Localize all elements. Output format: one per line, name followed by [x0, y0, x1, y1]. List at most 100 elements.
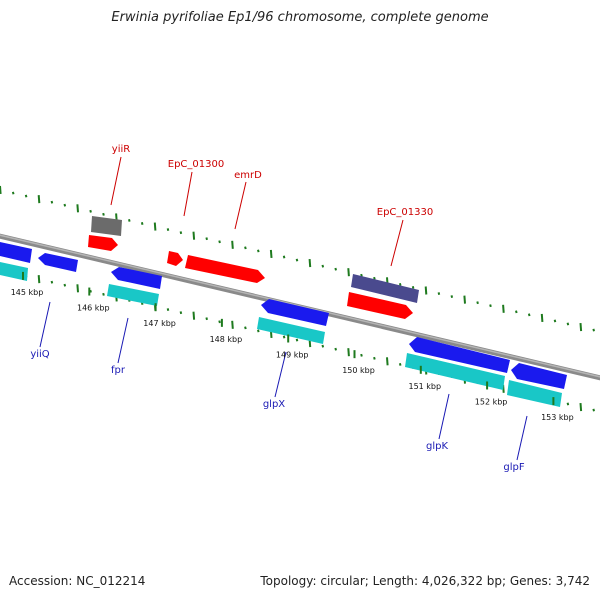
- inner-ring-tick: [566, 402, 570, 406]
- inner-ring-tick: [63, 283, 67, 287]
- outer-ring-tick: [347, 268, 350, 277]
- inner-ring-tick: [360, 353, 363, 357]
- inner-ring-tick: [218, 320, 221, 324]
- leader-EpC_01300: [183, 171, 193, 217]
- outer-ring-tick: [63, 203, 67, 207]
- chromosome-backbone-highlight: [0, 234, 600, 378]
- leader-glpF: [516, 415, 528, 461]
- inner-ring-tick: [166, 308, 170, 312]
- gene-label-yiiQ: yiiQ: [30, 349, 49, 360]
- outer-ring-tick: [437, 292, 441, 295]
- leader-yiiQ: [39, 301, 51, 348]
- inner-ring-tick: [386, 357, 389, 366]
- outer-ring-tick: [102, 212, 105, 216]
- accession-text: Accession: NC_012214: [9, 574, 146, 588]
- feature-purple-rna[interactable]: [351, 274, 419, 303]
- gene-label-yiiR: yiiR: [112, 144, 130, 155]
- gene-label-glpX: glpX: [263, 399, 285, 410]
- outer-ring-tick: [515, 310, 518, 314]
- outer-ring-tick: [153, 222, 157, 231]
- outer-ring-tick: [37, 195, 41, 204]
- outer-ring-tick: [295, 258, 299, 262]
- outer-ring-tick: [205, 237, 208, 241]
- feature-EpC_01300-cds[interactable]: [167, 251, 183, 266]
- inner-ring-tick: [231, 320, 234, 329]
- feature-yiiQ-cds[interactable]: [38, 253, 78, 272]
- outer-ring-tick: [579, 322, 583, 332]
- inner-ring-tick: [321, 344, 325, 348]
- outer-ring-tick: [179, 231, 183, 235]
- outer-ring-tick: [398, 282, 402, 286]
- feature-blue-left-cds[interactable]: [0, 242, 32, 263]
- outer-ring-tick: [540, 313, 544, 322]
- gene-label-EpC_01300: EpC_01300: [168, 159, 224, 170]
- kbp-label: 149 kbp: [276, 351, 309, 360]
- feature-glpX-cds[interactable]: [261, 299, 329, 326]
- kbp-label: 150 kbp: [342, 366, 375, 375]
- outer-ring-tick: [128, 219, 131, 222]
- feature-gray-trna[interactable]: [91, 216, 122, 236]
- gene-label-emrD: emrD: [234, 170, 262, 181]
- kbp-label: 148 kbp: [210, 335, 243, 344]
- inner-ring-tick: [398, 362, 402, 366]
- kbp-tick-group: 145 kbp 146 kbp 147 kbp 148 kbp 149 kbp 150 k…: [11, 271, 574, 422]
- outer-tick-ring: [0, 185, 595, 332]
- gene-label-EpC_01330: EpC_01330: [377, 207, 433, 218]
- outer-ring-tick: [50, 200, 54, 204]
- feature-glpF-cyan[interactable]: [507, 380, 562, 407]
- feature-glpF-cds[interactable]: [511, 363, 567, 389]
- inner-ring-tick: [37, 275, 41, 284]
- inner-ring-tick: [334, 347, 337, 351]
- leader-emrD: [234, 181, 247, 230]
- inner-ring-tick: [50, 280, 54, 284]
- outer-ring-tick: [553, 319, 557, 323]
- outer-ring-tick: [592, 328, 595, 332]
- outer-ring-tick: [463, 295, 466, 304]
- kbp-label: 146 kbp: [77, 304, 110, 313]
- inner-ring-tick: [592, 408, 595, 412]
- outer-ring-tick: [269, 249, 273, 259]
- inner-ring-tick: [179, 311, 183, 315]
- outer-ring-tick: [140, 222, 144, 225]
- kbp-label: 145 kbp: [11, 288, 44, 297]
- outer-ring-tick: [373, 276, 376, 280]
- inner-ring-tick: [282, 335, 286, 339]
- feature-emrD-cds[interactable]: [185, 255, 265, 283]
- kbp-label: 152 kbp: [475, 397, 508, 406]
- outer-ring-tick: [334, 267, 337, 271]
- kbp-label: 153 kbp: [541, 413, 574, 422]
- inner-ring-tick: [89, 289, 92, 293]
- outer-ring-tick: [450, 295, 454, 299]
- inner-ring-tick: [257, 329, 260, 333]
- gene-label-glpK: glpK: [426, 441, 448, 452]
- outer-ring-tick: [231, 240, 234, 249]
- outer-ring-tick: [11, 191, 15, 195]
- feature-glpK-cds[interactable]: [409, 337, 510, 373]
- outer-ring-tick: [76, 204, 79, 213]
- leader-yiiR: [110, 156, 122, 206]
- outer-ring-tick: [476, 301, 479, 305]
- outer-ring-tick: [424, 286, 428, 295]
- outer-ring-tick: [218, 240, 221, 244]
- kbp-label: 151 kbp: [408, 382, 441, 391]
- kbp-label: 147 kbp: [143, 319, 176, 328]
- outer-ring-tick: [0, 185, 2, 195]
- feature-glpX-cyan[interactable]: [257, 317, 325, 344]
- outer-ring-tick: [244, 246, 247, 250]
- feature-fpr-cyan[interactable]: [107, 284, 159, 306]
- feature-fpr-cds[interactable]: [111, 267, 162, 289]
- feature-cyan-left[interactable]: [0, 262, 28, 281]
- leader-EpC_01330: [390, 219, 404, 267]
- label-leader-lines: [39, 156, 528, 461]
- outer-ring-tick: [24, 194, 28, 198]
- inner-ring-tick: [579, 402, 583, 412]
- feature-yiiR-cds[interactable]: [88, 235, 118, 251]
- feature-EpC_01330-cds[interactable]: [347, 292, 413, 319]
- outer-ring-tick: [89, 209, 92, 213]
- genome-summary-text: Topology: circular; Length: 4,026,322 bp…: [260, 574, 590, 588]
- inner-ring-tick: [76, 284, 79, 293]
- outer-ring-tick: [566, 322, 570, 326]
- feature-glpK-cyan[interactable]: [405, 353, 505, 390]
